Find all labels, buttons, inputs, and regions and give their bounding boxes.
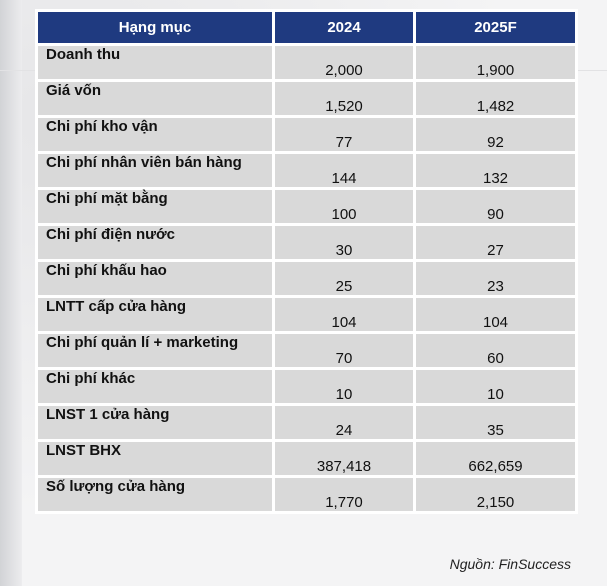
value-2024: 144 (275, 154, 413, 187)
table-row: Chi phí mặt bằng 100 90 (38, 190, 575, 223)
table-row: Chi phí nhân viên bán hàng 144 132 (38, 154, 575, 187)
value-2024: 10 (275, 370, 413, 403)
value-2025f: 2,150 (416, 478, 575, 511)
table-row: Chi phí khấu hao 25 23 (38, 262, 575, 295)
row-label: Doanh thu (38, 46, 272, 79)
value-2024: 100 (275, 190, 413, 223)
value-2024: 25 (275, 262, 413, 295)
value-2024: 387,418 (275, 442, 413, 475)
table-row: Chi phí khác 10 10 (38, 370, 575, 403)
value-2025f: 104 (416, 298, 575, 331)
table-row: Chi phí kho vận 77 92 (38, 118, 575, 151)
value-2025f: 132 (416, 154, 575, 187)
value-2025f: 35 (416, 406, 575, 439)
value-2025f: 1,482 (416, 82, 575, 115)
value-2024: 104 (275, 298, 413, 331)
row-label: Chi phí mặt bằng (38, 190, 272, 223)
table-row: Chi phí quản lí + marketing 70 60 (38, 334, 575, 367)
value-2024: 30 (275, 226, 413, 259)
table-row: LNST BHX 387,418 662,659 (38, 442, 575, 475)
source-note: Nguồn: FinSuccess (449, 556, 571, 572)
value-2024: 2,000 (275, 46, 413, 79)
value-2025f: 10 (416, 370, 575, 403)
row-label: Chi phí điện nước (38, 226, 272, 259)
table-row: Doanh thu 2,000 1,900 (38, 46, 575, 79)
value-2025f: 92 (416, 118, 575, 151)
row-label: Chi phí quản lí + marketing (38, 334, 272, 367)
value-2024: 1,520 (275, 82, 413, 115)
table-header-row: Hạng mục 2024 2025F (38, 12, 575, 43)
row-label: LNST 1 cửa hàng (38, 406, 272, 439)
value-2024: 1,770 (275, 478, 413, 511)
header-2025f: 2025F (416, 12, 575, 43)
row-label: Chi phí khấu hao (38, 262, 272, 295)
header-2024: 2024 (275, 12, 413, 43)
row-label: Chi phí nhân viên bán hàng (38, 154, 272, 187)
value-2025f: 60 (416, 334, 575, 367)
row-label: Chi phí kho vận (38, 118, 272, 151)
row-label: Số lượng cửa hàng (38, 478, 272, 511)
row-label: LNTT cấp cửa hàng (38, 298, 272, 331)
table-row: LNST 1 cửa hàng 24 35 (38, 406, 575, 439)
financial-table: Hạng mục 2024 2025F Doanh thu 2,000 1,90… (35, 9, 578, 514)
row-label: Chi phí khác (38, 370, 272, 403)
value-2025f: 662,659 (416, 442, 575, 475)
value-2025f: 27 (416, 226, 575, 259)
value-2025f: 90 (416, 190, 575, 223)
value-2024: 24 (275, 406, 413, 439)
value-2024: 77 (275, 118, 413, 151)
table-row: LNTT cấp cửa hàng 104 104 (38, 298, 575, 331)
header-hang-muc: Hạng mục (38, 12, 272, 43)
table-row: Giá vốn 1,520 1,482 (38, 82, 575, 115)
row-label: LNST BHX (38, 442, 272, 475)
table-row: Số lượng cửa hàng 1,770 2,150 (38, 478, 575, 511)
row-label: Giá vốn (38, 82, 272, 115)
value-2024: 70 (275, 334, 413, 367)
table-row: Chi phí điện nước 30 27 (38, 226, 575, 259)
value-2025f: 1,900 (416, 46, 575, 79)
value-2025f: 23 (416, 262, 575, 295)
